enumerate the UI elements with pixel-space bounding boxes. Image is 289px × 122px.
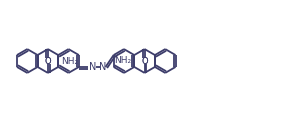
Text: O: O — [141, 56, 148, 66]
Text: NH₂: NH₂ — [61, 57, 78, 66]
Text: O: O — [45, 56, 51, 66]
Text: N: N — [99, 62, 106, 72]
Text: NH₂: NH₂ — [114, 56, 131, 65]
Text: O: O — [141, 56, 148, 66]
Text: O: O — [45, 56, 51, 66]
Text: N: N — [90, 62, 97, 72]
